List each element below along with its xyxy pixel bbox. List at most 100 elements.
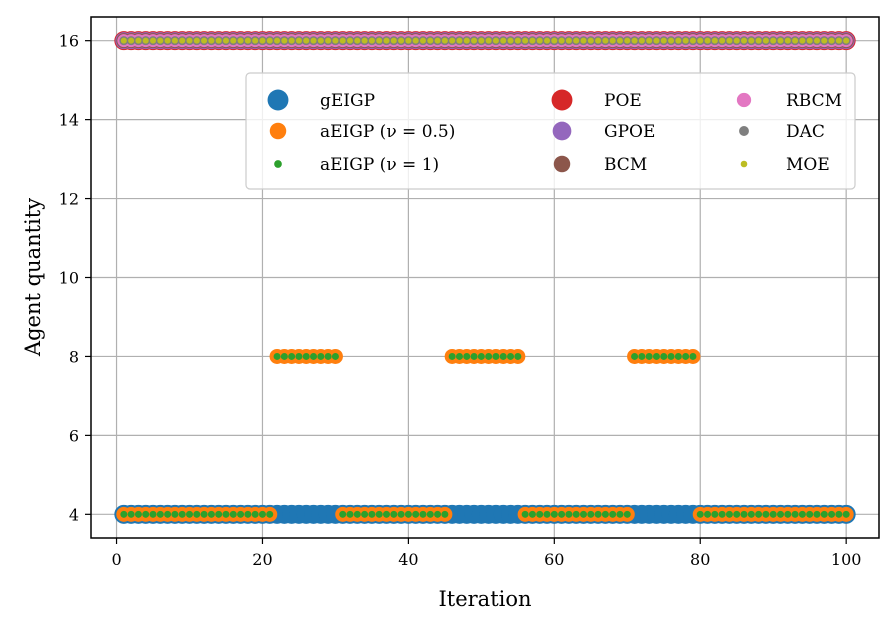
data-point <box>186 37 193 44</box>
x-tick-label: 20 <box>252 550 272 569</box>
data-point <box>339 510 347 518</box>
data-point <box>843 37 850 44</box>
data-point <box>682 352 690 360</box>
data-point <box>740 510 748 518</box>
data-point <box>777 37 784 44</box>
legend-label: aEIGP (ν = 0.5) <box>320 122 455 142</box>
data-point <box>149 510 157 518</box>
data-point <box>200 510 208 518</box>
data-point <box>434 37 441 44</box>
data-point <box>354 37 361 44</box>
data-point <box>419 37 426 44</box>
data-point <box>390 37 397 44</box>
data-point <box>492 37 499 44</box>
data-point <box>587 37 594 44</box>
data-point <box>135 37 142 44</box>
data-point <box>404 510 412 518</box>
x-axis-label: Iteration <box>438 587 531 611</box>
data-point <box>426 510 434 518</box>
data-point <box>507 37 514 44</box>
y-tick-label: 8 <box>69 347 79 366</box>
legend-label: MOE <box>786 155 830 175</box>
data-point <box>747 510 755 518</box>
data-point <box>222 37 229 44</box>
legend-item: POE <box>551 89 642 111</box>
data-point <box>762 510 770 518</box>
data-point <box>820 510 828 518</box>
data-point <box>842 510 850 518</box>
data-point <box>536 37 543 44</box>
data-point <box>748 37 755 44</box>
legend-marker <box>269 122 287 140</box>
data-point <box>237 510 245 518</box>
data-point <box>455 352 463 360</box>
data-point <box>120 510 128 518</box>
data-point <box>244 37 251 44</box>
data-point <box>674 352 682 360</box>
axis-ticks: 0 20 40 60 80 100 4 6 8 10 12 14 16 <box>59 32 862 569</box>
legend-item: DAC <box>739 122 825 142</box>
legend-marker <box>739 126 749 136</box>
legend-item: aEIGP (ν = 1) <box>274 155 439 175</box>
data-point <box>273 352 281 360</box>
data-point <box>828 37 835 44</box>
data-point <box>572 510 580 518</box>
data-point <box>609 510 617 518</box>
data-point <box>580 510 587 518</box>
data-point <box>652 352 660 360</box>
data-point <box>550 510 558 518</box>
data-point <box>777 510 784 518</box>
data-point <box>332 37 339 44</box>
y-tick-label: 4 <box>69 505 79 524</box>
data-point <box>398 37 405 44</box>
data-point <box>178 510 186 518</box>
data-point <box>492 352 500 360</box>
data-point <box>470 352 478 360</box>
legend-marker <box>551 89 573 111</box>
data-point <box>711 37 718 44</box>
data-point <box>536 510 544 518</box>
data-point <box>719 37 726 44</box>
data-point <box>156 510 164 518</box>
data-point <box>471 37 478 44</box>
data-point <box>259 37 266 44</box>
data-point <box>251 510 259 518</box>
data-point <box>645 352 653 360</box>
data-point <box>573 37 580 44</box>
legend-label: BCM <box>604 155 647 175</box>
legend-label: POE <box>604 91 642 111</box>
data-point <box>186 510 193 518</box>
data-point <box>207 510 215 518</box>
legend-item: gEIGP <box>267 89 375 111</box>
data-point <box>580 37 587 44</box>
data-point <box>405 37 412 44</box>
data-point <box>792 37 799 44</box>
legend-box <box>245 72 856 190</box>
data-point <box>303 37 310 44</box>
data-point <box>142 37 149 44</box>
data-point <box>595 37 602 44</box>
data-point <box>397 510 405 518</box>
data-point <box>616 37 623 44</box>
data-point <box>514 352 522 360</box>
data-point <box>660 37 667 44</box>
data-point <box>521 510 529 518</box>
data-point <box>813 510 821 518</box>
data-point <box>551 37 558 44</box>
data-point <box>419 510 427 518</box>
data-point <box>142 510 150 518</box>
legend-marker <box>553 155 571 173</box>
data-point <box>558 510 566 518</box>
data-point <box>507 352 515 360</box>
data-point <box>602 37 609 44</box>
data-point <box>696 510 704 518</box>
data-point <box>638 37 645 44</box>
data-point <box>741 37 748 44</box>
data-point <box>252 37 259 44</box>
data-point <box>646 37 653 44</box>
data-point <box>310 37 317 44</box>
data-point <box>208 37 215 44</box>
legend-item: GPOE <box>552 121 655 142</box>
data-point <box>441 37 448 44</box>
data-point <box>368 37 375 44</box>
